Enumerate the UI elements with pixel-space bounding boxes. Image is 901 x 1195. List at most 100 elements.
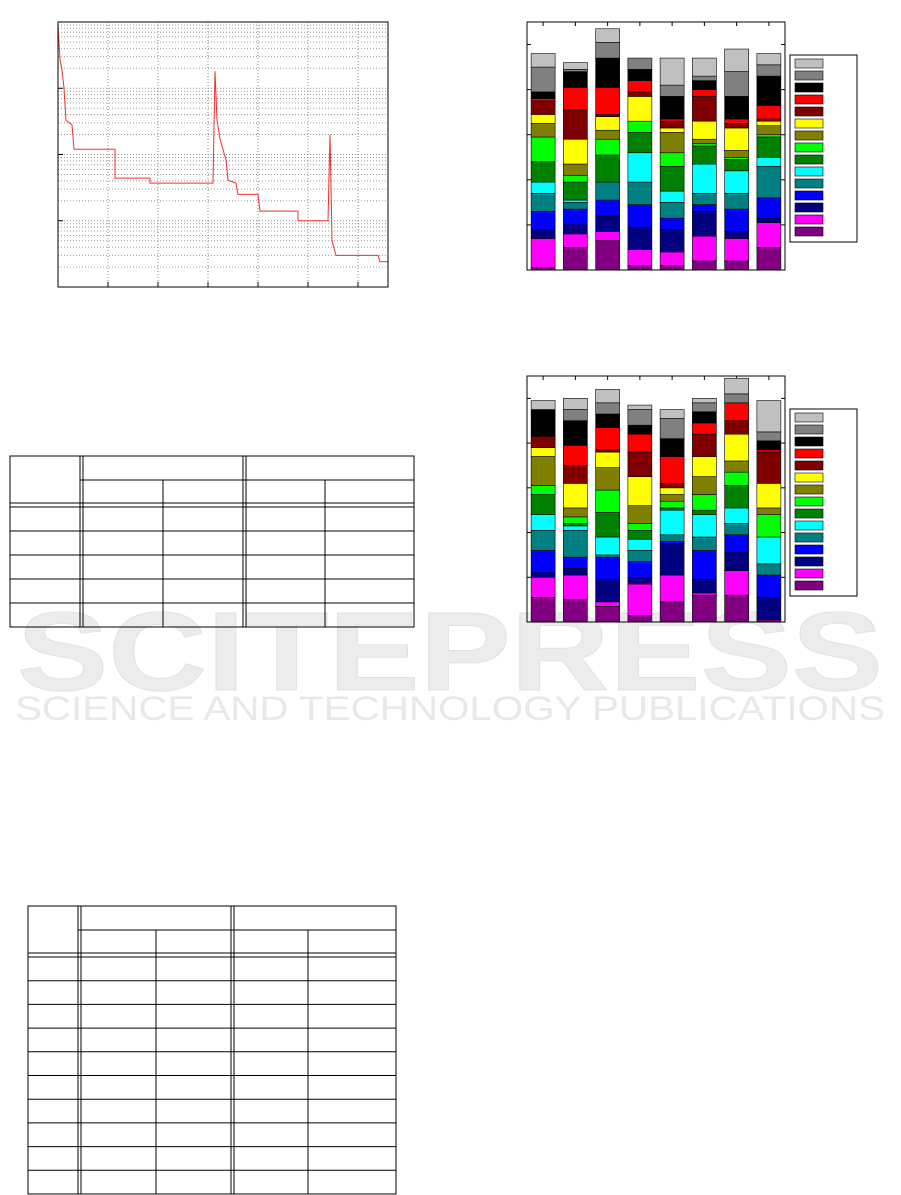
bar-segment xyxy=(627,404,653,410)
bar-segment xyxy=(563,523,588,527)
bar-segment xyxy=(659,509,685,536)
bar-segment xyxy=(627,152,653,183)
bar-segment xyxy=(627,204,653,228)
bar-segment xyxy=(724,471,749,486)
bar-segment xyxy=(659,438,685,457)
bar-segment xyxy=(595,231,620,241)
legend-swatch xyxy=(794,520,824,531)
bar-segment xyxy=(659,120,685,129)
bar-segment xyxy=(756,53,782,66)
bar-segment xyxy=(563,138,588,165)
bar-segment xyxy=(627,550,653,562)
bar-segment xyxy=(530,400,556,410)
bar-segment xyxy=(595,199,620,217)
bar-segment xyxy=(530,91,556,99)
bar-segment xyxy=(595,489,620,513)
bar-segment xyxy=(627,561,653,578)
bar-segment xyxy=(692,138,717,145)
bar-segment xyxy=(692,514,717,538)
bar-segment xyxy=(692,204,717,212)
bar-segment xyxy=(756,118,782,122)
table-border xyxy=(27,905,397,1195)
bar-segment xyxy=(595,556,620,580)
legend-swatch xyxy=(794,94,824,105)
bar-segment xyxy=(595,215,620,232)
bar-segment xyxy=(756,597,782,621)
bar-segment xyxy=(595,451,620,468)
bar-segment xyxy=(692,594,717,623)
legend-swatch xyxy=(794,424,824,435)
bar-segment xyxy=(627,583,653,616)
legend-swatch xyxy=(794,556,824,567)
bar-segment xyxy=(627,433,653,453)
bar-segment xyxy=(659,418,685,439)
bar-segment xyxy=(627,80,653,93)
bar-segment xyxy=(530,494,556,515)
legend-swatch xyxy=(794,496,824,507)
bar-segment xyxy=(563,568,588,576)
bar-segment xyxy=(724,393,749,404)
bar-segment xyxy=(724,377,749,395)
bar-segment xyxy=(692,163,717,194)
bar-segment xyxy=(530,238,556,269)
bar-segment xyxy=(756,134,782,138)
bar-segment xyxy=(530,572,556,578)
bar-segment xyxy=(563,233,588,248)
legend-swatch xyxy=(794,178,824,189)
bar-segment xyxy=(724,238,749,262)
bar-segment xyxy=(595,554,620,558)
bar-segment xyxy=(692,260,717,271)
bar-segment xyxy=(595,87,620,115)
bar-segment xyxy=(692,579,717,594)
bar-segment xyxy=(563,516,588,524)
bar-segment xyxy=(756,507,782,515)
bar-segment xyxy=(530,436,556,448)
bar-segment xyxy=(530,456,556,486)
bar-segment xyxy=(595,449,620,453)
bar-segment xyxy=(530,98,556,102)
bar-segment xyxy=(659,507,685,511)
bar-segment xyxy=(724,260,749,271)
bar-segment xyxy=(756,217,782,223)
legend-swatch xyxy=(794,484,824,495)
bar-segment xyxy=(595,512,620,538)
bar-segment xyxy=(692,120,717,140)
bar-segment xyxy=(692,235,717,262)
bar-segment xyxy=(563,202,588,210)
bar-segment xyxy=(692,422,717,435)
bar-segment xyxy=(563,247,588,271)
bar-segment xyxy=(530,229,556,239)
legend-swatch xyxy=(794,436,824,447)
bar-segment xyxy=(659,127,685,133)
bar-segment xyxy=(692,592,717,596)
bar-segment xyxy=(692,193,717,205)
bar-segment xyxy=(627,120,653,133)
bar-segment xyxy=(724,156,749,160)
bar-segment xyxy=(724,123,749,129)
bar-segment xyxy=(530,576,556,598)
bar-segment xyxy=(627,476,653,507)
bar-segment xyxy=(563,530,588,558)
bar-segment xyxy=(724,48,749,72)
legend-swatch xyxy=(794,568,824,579)
bar-segment xyxy=(563,109,588,140)
bar-segment xyxy=(724,150,749,158)
bar-segment xyxy=(692,494,717,511)
bar-segment xyxy=(563,599,588,623)
bar-segment xyxy=(724,402,749,422)
bar-segment xyxy=(756,431,782,442)
legend-swatch xyxy=(794,58,824,69)
bar-segment xyxy=(530,514,556,531)
bar-segment xyxy=(659,217,685,230)
bar-segment xyxy=(595,467,620,491)
bar-segment xyxy=(563,525,588,531)
bar-segment xyxy=(659,132,685,154)
bar-segment xyxy=(659,543,685,576)
bar-segment xyxy=(692,75,717,81)
bar-segment xyxy=(756,156,782,167)
bar-segment xyxy=(724,485,749,509)
legend-swatch xyxy=(794,460,824,471)
bar-segment xyxy=(724,433,749,462)
bar-segment xyxy=(724,118,749,124)
bar-segment xyxy=(659,265,685,271)
